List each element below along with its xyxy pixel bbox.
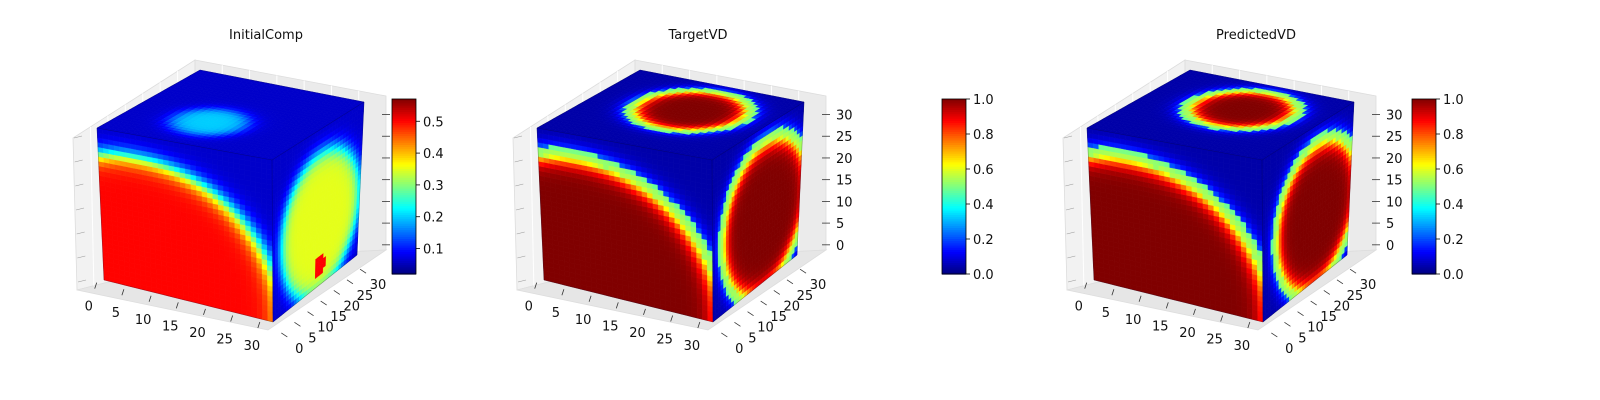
y-tick-label: 30: [370, 278, 387, 293]
x-tick-label: 30: [244, 339, 261, 354]
x-tick-label: 15: [162, 319, 179, 334]
y-tick-label: 5: [308, 331, 316, 346]
cube-panel-targetvd: 0 5 10 15 20 25 30 051015202530051015202530Targ…: [512, 28, 994, 357]
y-tick-mark: [320, 300, 327, 306]
colorbar-tick-label: 0.3: [423, 179, 444, 194]
y-tick-mark: [333, 290, 341, 295]
x-tick-label: 25: [216, 332, 233, 347]
x-tick-label: 20: [189, 326, 206, 341]
y-tick-mark: [294, 321, 301, 327]
y-tick-mark: [307, 311, 314, 317]
front-face: [96, 127, 274, 323]
x-tick-label: 5: [112, 306, 120, 321]
colorbar-tick-label: 0.4: [423, 147, 444, 162]
panel-title: InitialComp: [229, 28, 303, 43]
colorbar: 0.1 0.2 0.3 0.4 0.5: [391, 98, 444, 275]
y-tick-mark: [359, 268, 367, 274]
colorbar-tick-label: 0.1: [423, 243, 444, 258]
x-tick-label: 10: [135, 313, 152, 328]
grid-line: [89, 126, 95, 286]
colorbar-tick-label: 0.2: [423, 211, 444, 226]
x-tick-label: 0: [85, 300, 93, 315]
colorbar-tick-label: 0.5: [423, 115, 444, 130]
y-tick-mark: [281, 332, 288, 338]
y-tick-mark: [346, 279, 354, 285]
y-tick-label: 0: [295, 342, 303, 357]
cube-panel-initialcomp: 0 5 10 15 20 25 30 051015202530InitialComp0.10.…: [72, 28, 444, 357]
